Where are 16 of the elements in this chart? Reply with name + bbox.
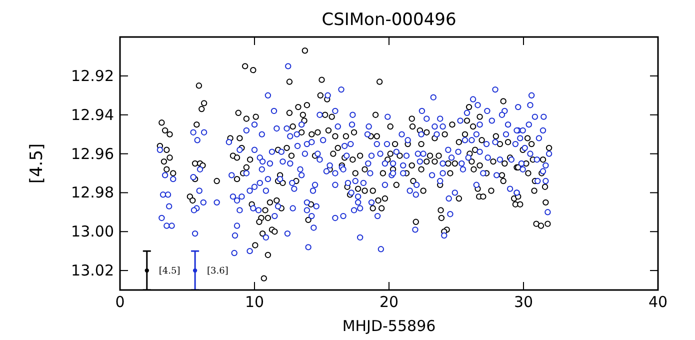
- y-tick-label: 12.96: [71, 144, 114, 163]
- x-axis-title: MHJD-55896: [342, 317, 436, 335]
- x-tick-label: 40: [648, 293, 668, 311]
- y-axis-title: [4.5]: [27, 143, 47, 184]
- series-label: [3.6]: [207, 266, 228, 277]
- series-label: [4.5]: [158, 266, 180, 277]
- y-tick-label: 12.94: [71, 106, 114, 124]
- chart-title: CSIMon-000496: [322, 10, 456, 30]
- x-tick-label: 0: [115, 293, 125, 311]
- y-tick-label: 12.98: [71, 184, 114, 202]
- x-tick-label: 20: [379, 293, 399, 311]
- y-tick-label: 13.02: [71, 262, 114, 280]
- x-tick-label: 30: [514, 293, 534, 311]
- x-tick-label: 10: [244, 293, 264, 311]
- y-tick-label: 13.00: [71, 222, 114, 241]
- y-tick-label: 12.92: [71, 66, 114, 85]
